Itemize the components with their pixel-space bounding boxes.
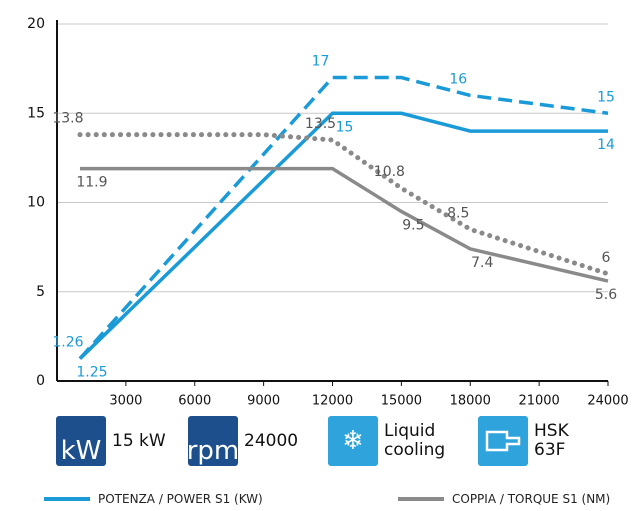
x-tick-label: 21000 xyxy=(518,394,559,409)
y-tick-label: 10 xyxy=(27,195,45,211)
feature: rpm 24000 xyxy=(188,414,314,468)
data-label: 15 xyxy=(336,119,354,135)
data-label: 9.5 xyxy=(402,217,424,233)
series-line xyxy=(78,75,609,360)
x-tick-label: 24000 xyxy=(587,394,628,409)
y-tick-label: 5 xyxy=(36,284,45,300)
legend-swatch xyxy=(398,497,444,501)
hsk-icon xyxy=(485,430,521,452)
series-line xyxy=(79,166,609,283)
legend-item: COPPIA / TORQUE S1 (NM) xyxy=(398,488,610,510)
data-label: 10.8 xyxy=(374,164,405,180)
x-tick-label: 9000 xyxy=(247,394,280,409)
series-line xyxy=(78,111,608,360)
y-tick-label: 15 xyxy=(27,105,45,121)
feature: HSK 63F xyxy=(478,414,604,468)
data-label: 1.25 xyxy=(76,365,107,381)
x-tick-label: 15000 xyxy=(381,394,422,409)
feature-label: HSK 63F xyxy=(534,421,569,460)
feature-icon: rpm xyxy=(188,416,238,466)
legend-label: POTENZA / POWER S1 (KW) xyxy=(98,492,263,506)
feature: ❄ Liquid cooling xyxy=(328,414,454,468)
feature-label: Liquid cooling xyxy=(384,421,446,460)
legend-item: POTENZA / POWER S1 (KW) xyxy=(44,488,263,510)
feature-label: 24000 xyxy=(244,430,299,451)
data-label: 14 xyxy=(597,137,615,153)
legend-swatch xyxy=(44,497,90,501)
feature-icon xyxy=(478,416,528,466)
data-label: 8.5 xyxy=(447,205,469,221)
legend-label: COPPIA / TORQUE S1 (NM) xyxy=(452,492,611,506)
y-tick-label: 0 xyxy=(36,373,45,389)
data-label: 13.5 xyxy=(305,116,336,132)
x-tick-label: 18000 xyxy=(450,394,491,409)
x-tick-label: 3000 xyxy=(109,394,142,409)
feature-icon: ❄ xyxy=(328,416,378,466)
x-tick-label: 6000 xyxy=(178,394,211,409)
features: kW 15 kW rpm 24000 ❄ Liquid cooling HSK 63F xyxy=(56,414,640,470)
legend: POTENZA / POWER S1 (KW) COPPIA / TORQUE S… xyxy=(0,488,640,510)
data-label: 17 xyxy=(312,54,330,70)
data-label: 6 xyxy=(602,250,611,266)
data-label: 13.8 xyxy=(52,111,83,127)
series-line xyxy=(77,132,611,277)
data-label: 7.4 xyxy=(471,255,493,271)
y-tick-label: 20 xyxy=(27,16,45,32)
feature: kW 15 kW xyxy=(56,414,182,468)
data-label: 11.9 xyxy=(76,175,107,191)
data-label: 5.6 xyxy=(595,287,617,303)
feature-icon: kW xyxy=(56,416,106,466)
x-tick-label: 12000 xyxy=(312,394,353,409)
data-label: 1.26 xyxy=(52,335,83,351)
data-label: 16 xyxy=(449,71,467,87)
feature-label: 15 kW xyxy=(112,430,166,451)
chart: 0 5 10 15 20 3000 6000 9000 12000 15000 18000 21000… xyxy=(27,16,629,409)
data-label: 15 xyxy=(597,89,615,105)
